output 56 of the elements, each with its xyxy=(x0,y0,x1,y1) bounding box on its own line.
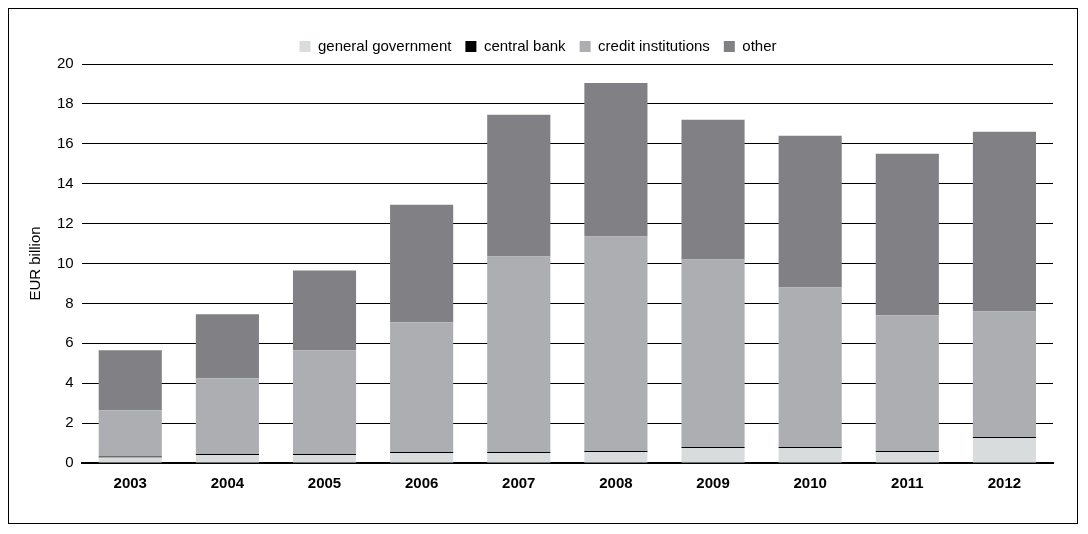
bar xyxy=(681,259,745,448)
y-tick-label: 2 xyxy=(65,413,74,431)
bar xyxy=(195,314,259,379)
bar xyxy=(972,438,1036,463)
legend-label: central bank xyxy=(483,36,567,54)
bar xyxy=(972,131,1036,312)
x-tick-label: 2003 xyxy=(113,474,147,492)
y-tick-label: 4 xyxy=(65,373,74,391)
x-tick-label: 2004 xyxy=(210,474,245,492)
y-tick-label: 10 xyxy=(57,253,74,271)
y-tick-label: 18 xyxy=(57,94,74,112)
bar xyxy=(681,448,745,463)
bar xyxy=(487,453,551,463)
bar xyxy=(875,452,939,463)
bar xyxy=(195,455,259,463)
bar xyxy=(487,114,551,257)
x-tick-label: 2009 xyxy=(696,474,730,492)
x-tick-label: 2011 xyxy=(891,474,924,492)
legend-label: other xyxy=(742,36,777,54)
bar xyxy=(390,322,454,453)
bar xyxy=(584,236,648,452)
bar xyxy=(390,453,454,463)
y-tick-label: 0 xyxy=(65,453,74,471)
bar xyxy=(778,448,842,463)
bar xyxy=(292,350,357,455)
bar xyxy=(292,455,357,463)
x-tick-label: 2006 xyxy=(404,474,439,492)
bar xyxy=(487,256,551,453)
bar xyxy=(875,315,939,452)
bar xyxy=(98,457,162,463)
y-tick-label: 16 xyxy=(57,133,74,151)
bar xyxy=(778,287,842,448)
bar xyxy=(681,119,745,260)
x-tick-label: 2008 xyxy=(599,474,633,492)
x-tick-label: 2007 xyxy=(502,474,536,492)
bar xyxy=(292,270,357,351)
y-tick-label: 6 xyxy=(65,333,74,351)
legend-label: credit institutions xyxy=(598,36,710,54)
bar xyxy=(98,410,162,457)
y-tick-label: 8 xyxy=(65,293,74,311)
bar xyxy=(972,311,1036,438)
x-tick-label: 2012 xyxy=(987,474,1022,492)
bar xyxy=(584,82,648,237)
bar xyxy=(195,378,259,455)
bar xyxy=(778,135,842,288)
y-tick-label: 14 xyxy=(57,173,74,191)
bar xyxy=(390,204,454,323)
x-tick-label: 2005 xyxy=(307,474,342,492)
y-tick-label: 12 xyxy=(57,213,74,231)
y-axis-title: EUR billion xyxy=(26,226,44,301)
x-tick-label: 2010 xyxy=(793,474,827,492)
legend-label: general government xyxy=(317,36,453,54)
bar xyxy=(875,153,939,316)
bar xyxy=(584,452,648,463)
y-tick-label: 20 xyxy=(57,54,74,72)
bar xyxy=(98,350,162,411)
